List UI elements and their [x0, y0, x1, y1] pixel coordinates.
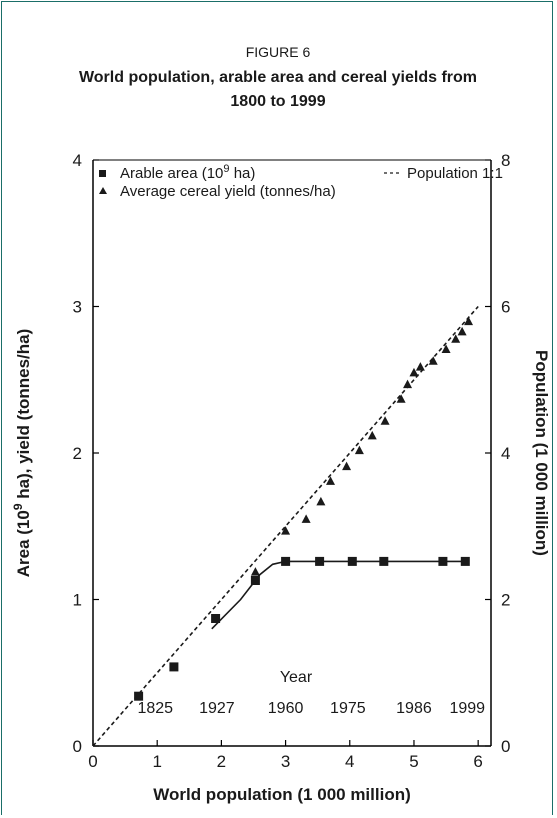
figure-title-line2: 1800 to 1999 — [230, 93, 325, 110]
cereal-yield-point — [457, 326, 467, 336]
cereal-yield-point — [415, 362, 425, 371]
legend-triangle-marker — [99, 187, 107, 194]
arable-area-point — [250, 576, 260, 585]
x-tick-label: 1 — [152, 752, 161, 771]
x-tick-label: 2 — [217, 752, 226, 771]
y-right-tick-label: 0 — [501, 737, 510, 756]
arable-fit-curve — [211, 560, 469, 630]
y-left-tick-label: 1 — [73, 591, 82, 610]
x-tick-label: 3 — [281, 752, 290, 771]
arable-area-point — [211, 614, 221, 623]
right-axis-title: Population (1 000 million) — [532, 350, 551, 556]
y-left-tick-label: 0 — [73, 737, 82, 756]
y-right-tick-label: 6 — [501, 298, 510, 317]
series-layer — [92, 305, 479, 747]
y-right-tick-label: 2 — [501, 591, 510, 610]
cereal-yield-point — [354, 445, 364, 455]
cereal-yield-point — [367, 430, 377, 440]
arable-area-point — [438, 556, 448, 566]
x-axis-title: World population (1 000 million) — [153, 785, 411, 804]
year-tick-label: 1927 — [199, 700, 235, 717]
arable-area-point — [134, 691, 144, 701]
cereal-yield-point — [409, 367, 419, 377]
cereal-yield-point — [326, 476, 336, 485]
x-tick-label: 6 — [473, 752, 482, 771]
year-tick-label: 1960 — [268, 700, 304, 717]
cereal-yield-point — [316, 496, 326, 506]
cereal-yield-point — [441, 344, 451, 353]
y-left-tick-label: 3 — [73, 298, 82, 317]
x-tick-label: 0 — [88, 752, 97, 771]
year-axis-label: Year — [280, 669, 313, 686]
cereal-yield-point — [428, 356, 438, 365]
year-tick-label: 1999 — [449, 700, 485, 717]
cereal-yield-point — [380, 416, 390, 425]
cereal-yield-point — [451, 334, 461, 343]
legend-square-marker — [99, 170, 106, 177]
cereal-yield-point — [250, 567, 260, 576]
plot-frame — [92, 159, 492, 747]
arable-area-point — [169, 662, 179, 672]
cereal-yield-point — [464, 316, 474, 326]
legend-arable: Arable area (109 ha) — [120, 163, 255, 182]
cereal-yield-point — [403, 379, 413, 389]
year-tick-label: 1975 — [330, 700, 366, 717]
cereal-yield-point — [396, 394, 406, 403]
figure-title-line1: World population, arable area and cereal… — [79, 69, 477, 86]
year-tick-label: 1986 — [396, 700, 432, 717]
legend-population: Population 1:1 — [407, 165, 503, 182]
x-tick-label: 4 — [345, 752, 354, 771]
y-right-tick-label: 8 — [501, 151, 510, 170]
y-right-tick-label: 4 — [501, 444, 510, 463]
arable-area-point — [460, 556, 470, 566]
cereal-yield-point — [301, 514, 311, 523]
year-tick-label: 1825 — [137, 700, 173, 717]
y-left-tick-label: 4 — [73, 151, 82, 170]
arable-area-point — [281, 556, 291, 566]
left-axis-title: Area (109 ha), yield (tonnes/ha) — [11, 329, 33, 578]
cereal-yield-point — [281, 526, 291, 535]
figure-label: FIGURE 6 — [246, 44, 311, 60]
legend: Arable area (109 ha) Average cereal yiel… — [99, 163, 503, 200]
y-left-tick-label: 2 — [73, 444, 82, 463]
cereal-yield-point — [342, 461, 352, 471]
x-tick-label: 5 — [409, 752, 418, 771]
legend-cereal: Average cereal yield (tonnes/ha) — [120, 183, 336, 200]
arable-area-point — [347, 556, 357, 566]
arable-area-point — [315, 556, 325, 566]
arable-area-point — [379, 556, 389, 566]
